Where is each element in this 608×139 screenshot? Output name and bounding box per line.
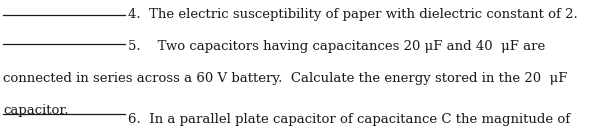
Text: capacitor.: capacitor.	[3, 104, 69, 117]
Text: 5.    Two capacitors having capacitances 20 μF and 40  μF are: 5. Two capacitors having capacitances 20…	[128, 40, 545, 53]
Text: 4.  The electric susceptibility of paper with dielectric constant of 2.: 4. The electric susceptibility of paper …	[128, 8, 578, 21]
Text: connected in series across a 60 V battery.  Calculate the energy stored in the 2: connected in series across a 60 V batter…	[3, 72, 567, 85]
Text: 6.  In a parallel plate capacitor of capacitance C the magnitude of: 6. In a parallel plate capacitor of capa…	[128, 113, 570, 126]
